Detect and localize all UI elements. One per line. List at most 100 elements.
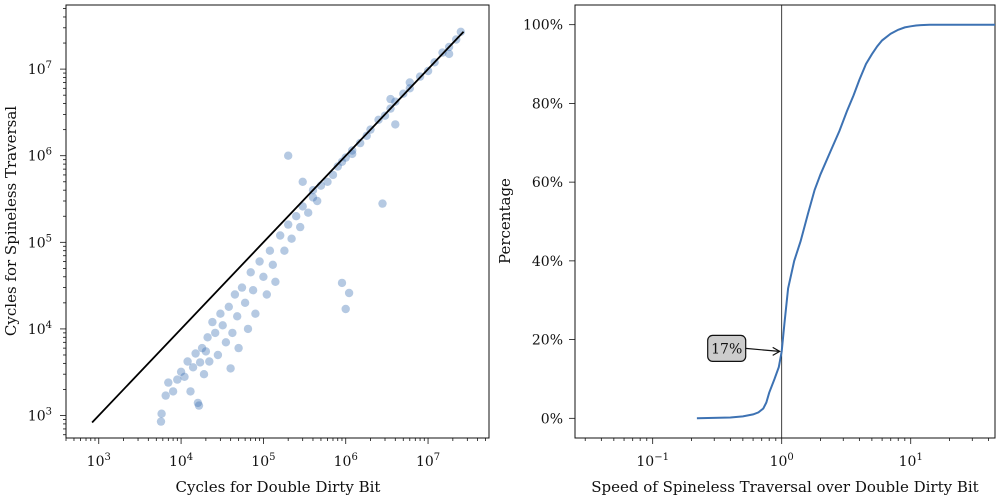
scatter-point <box>221 338 231 347</box>
cdf-y-tick-label: 20% <box>532 333 563 349</box>
scatter-point <box>234 343 243 353</box>
cdf-y-tick-label: 0% <box>541 411 563 427</box>
scatter-point <box>333 162 342 171</box>
scatter-point <box>337 278 347 288</box>
scatter-point <box>186 387 195 396</box>
scatter-x-tick-label: 106 <box>334 452 358 470</box>
scatter-point <box>287 234 296 243</box>
cdf-x-tick-label: 101 <box>899 452 923 470</box>
scatter-x-tick-label: 104 <box>169 452 193 470</box>
scatter-point <box>208 317 217 327</box>
annotation-label: 17% <box>711 341 742 357</box>
scatter-point <box>188 363 198 372</box>
scatter-point <box>205 357 214 366</box>
scatter-point <box>374 115 383 125</box>
cdf-x-tick-label: 100 <box>770 452 794 470</box>
scatter-point <box>180 372 189 381</box>
scatter-point <box>203 333 212 342</box>
scatter-point <box>265 246 275 255</box>
scatter-point <box>341 153 350 162</box>
scatter-point <box>280 246 289 255</box>
scatter-point <box>213 350 223 360</box>
scatter-x-tick-label: 107 <box>416 452 440 470</box>
scatter-point <box>228 328 237 338</box>
scatter-point <box>341 304 350 314</box>
scatter-x-tick-label: 103 <box>87 452 111 470</box>
scatter-point <box>337 157 347 166</box>
scatter-point <box>378 199 387 208</box>
scatter-point <box>216 309 225 318</box>
scatter-plot-frame <box>65 4 490 439</box>
scatter-point <box>284 220 293 229</box>
scatter-point <box>423 66 433 76</box>
scatter-point <box>456 27 465 36</box>
scatter-y-tick-label: 103 <box>28 407 52 425</box>
scatter-point <box>157 409 166 418</box>
annotation-box <box>707 334 747 362</box>
scatter-point <box>195 358 205 367</box>
cdf-y-tick-label: 80% <box>532 96 563 112</box>
scatter-point <box>226 364 235 373</box>
scatter-point <box>230 290 240 299</box>
annotation-arrow <box>745 347 780 352</box>
scatter-point <box>197 343 207 353</box>
scatter-y-tick-label: 107 <box>28 60 52 78</box>
scatter-point <box>284 151 293 160</box>
scatter-point <box>399 89 408 98</box>
scatter-point <box>328 170 338 180</box>
scatter-y-tick-label: 105 <box>28 233 52 251</box>
scatter-point <box>156 417 166 426</box>
scatter-point <box>243 324 253 334</box>
cdf-y-ticks: 0% 20% 40% 60% 80% 100% <box>523 18 575 427</box>
scatter-point <box>262 290 271 299</box>
scatter-point <box>168 387 178 396</box>
scatter-points <box>156 27 465 426</box>
scatter-point <box>362 131 371 140</box>
scatter-point <box>218 321 227 330</box>
scatter-point <box>304 208 313 217</box>
scatter-point <box>246 268 255 277</box>
scatter-y-tick-label: 104 <box>28 320 52 338</box>
scatter-y-ticks: 103 104 105 106 107 <box>28 60 52 424</box>
cdf-x-tick-label: 10−1 <box>636 452 669 470</box>
scatter-chart: 103 104 105 106 107 103 104 105 106 107 Cycles f… <box>2 4 490 496</box>
scatter-point <box>251 309 260 318</box>
scatter-point <box>233 312 242 321</box>
scatter-point <box>237 283 247 292</box>
cdf-y-axis-label: Percentage <box>496 178 514 264</box>
cdf-y-tick-label: 40% <box>532 254 563 270</box>
scatter-point <box>240 298 250 307</box>
scatter-point <box>224 302 233 311</box>
scatter-point <box>183 357 192 366</box>
scatter-x-ticks: 103 104 105 106 107 <box>87 452 440 470</box>
scatter-point <box>391 97 400 106</box>
scatter-point <box>191 349 200 358</box>
scatter-point <box>211 328 220 338</box>
scatter-point <box>356 138 365 148</box>
scatter-point <box>405 78 414 87</box>
scatter-point <box>298 177 307 186</box>
scatter-point <box>201 347 211 356</box>
scatter-point <box>199 370 209 379</box>
scatter-minor-ticks <box>60 8 486 444</box>
scatter-point <box>276 231 285 240</box>
scatter-point <box>255 257 264 266</box>
scatter-point <box>259 272 268 281</box>
scatter-point <box>344 288 354 298</box>
scatter-y-tick-label: 106 <box>28 147 52 165</box>
cdf-y-tick-label: 60% <box>532 175 563 191</box>
cdf-series-line <box>696 23 995 420</box>
scatter-point <box>268 260 277 269</box>
cdf-minor-ticks <box>584 438 989 444</box>
scatter-point <box>308 193 318 202</box>
cdf-annotation: 17% <box>707 334 781 362</box>
scatter-point <box>348 146 357 155</box>
annotation-arrowhead <box>772 346 781 356</box>
scatter-point <box>313 196 322 206</box>
scatter-point <box>444 49 454 59</box>
scatter-point <box>292 212 301 221</box>
scatter-point <box>194 401 204 410</box>
scatter-point <box>323 177 332 186</box>
scatter-x-axis-label: Cycles for Double Dirty Bit <box>176 478 381 496</box>
